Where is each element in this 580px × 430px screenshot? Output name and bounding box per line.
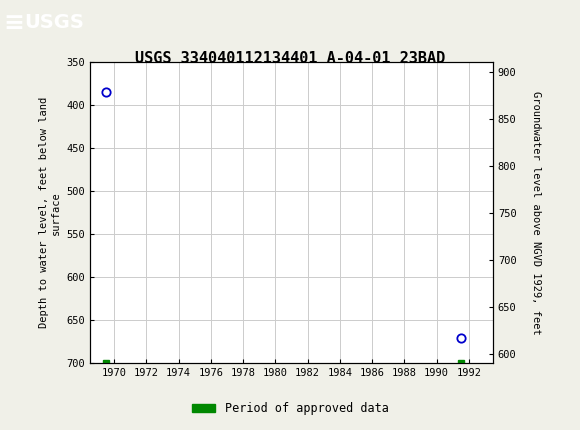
Y-axis label: Groundwater level above NGVD 1929, feet: Groundwater level above NGVD 1929, feet: [531, 91, 541, 335]
Legend: Period of approved data: Period of approved data: [187, 397, 393, 420]
Text: USGS 334040112134401 A-04-01 23BAD: USGS 334040112134401 A-04-01 23BAD: [135, 51, 445, 65]
Y-axis label: Depth to water level, feet below land
surface: Depth to water level, feet below land su…: [39, 97, 61, 329]
Text: ≡: ≡: [3, 11, 24, 34]
Text: USGS: USGS: [24, 13, 84, 32]
